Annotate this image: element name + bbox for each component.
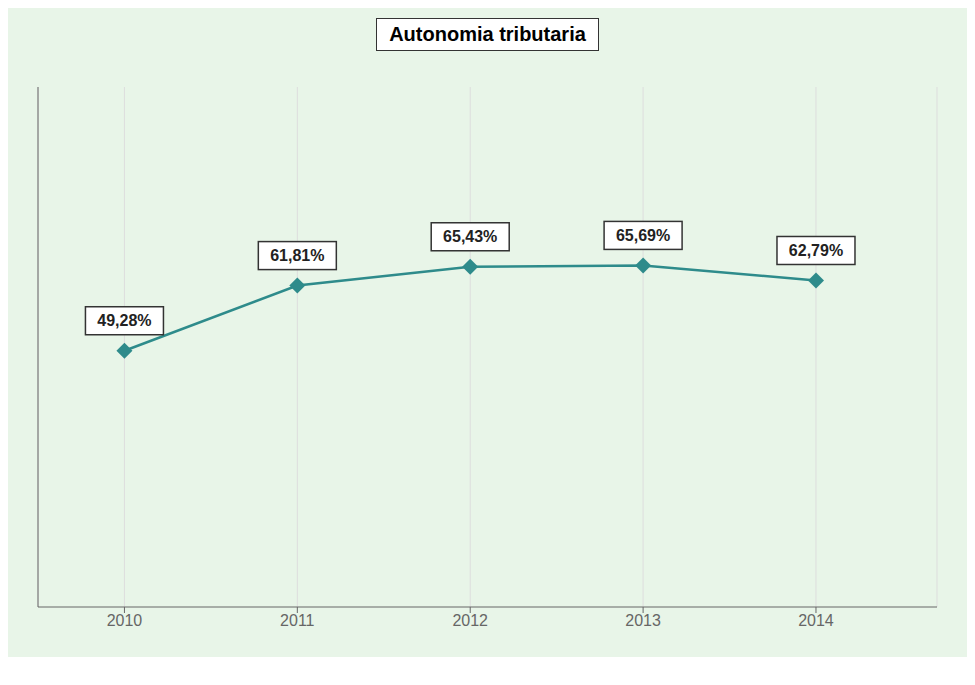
svg-text:2013: 2013 (625, 612, 661, 629)
svg-text:2012: 2012 (452, 612, 488, 629)
html-text:Autonomia tributaria: Autonomia tributaria (389, 23, 586, 45)
svg-text:65,43%: 65,43% (443, 228, 497, 245)
svg-text:2010: 2010 (107, 612, 143, 629)
svg-text:49,28%: 49,28% (97, 312, 151, 329)
svg-text:65,69%: 65,69% (616, 227, 670, 244)
svg-text:2014: 2014 (798, 612, 834, 629)
svg-text:2011: 2011 (280, 612, 315, 629)
svg-text:61,81%: 61,81% (270, 247, 324, 264)
svg-text:62,79%: 62,79% (789, 242, 843, 259)
